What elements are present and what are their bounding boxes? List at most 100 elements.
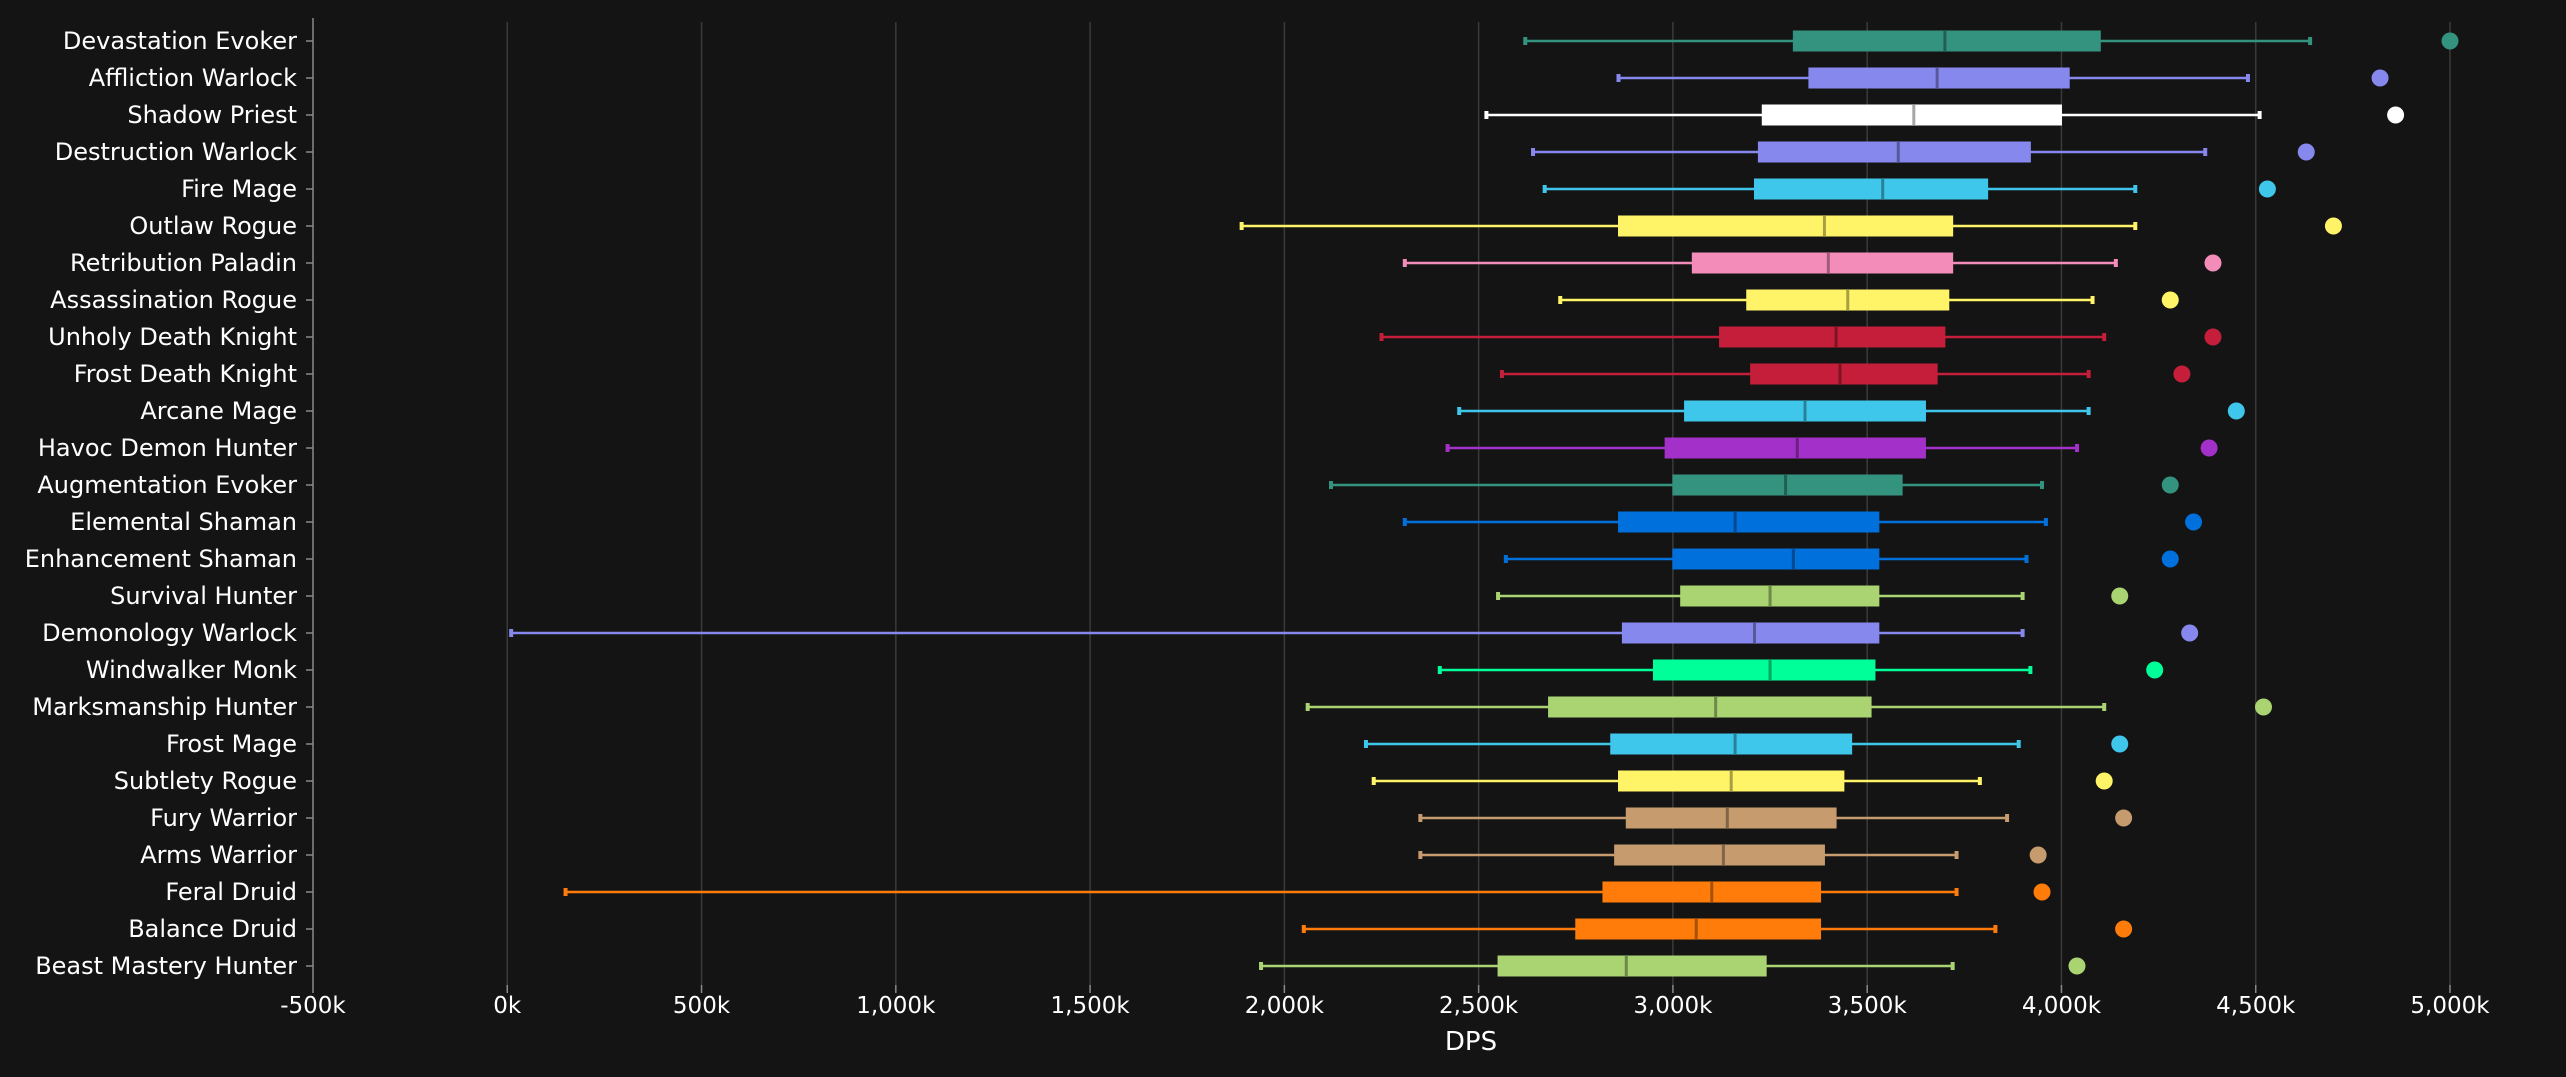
category-label: Retribution Paladin (70, 249, 297, 277)
iqr-box (1672, 548, 1880, 570)
category-label: Arms Warrior (140, 841, 297, 869)
iqr-box (1618, 770, 1845, 792)
box-row (1437, 659, 2164, 681)
axes (306, 18, 2451, 993)
iqr-box (1618, 215, 1954, 237)
outlier-point (2227, 402, 2245, 420)
category-label: Shadow Priest (127, 101, 297, 129)
outlier-point (2161, 476, 2179, 494)
outlier-point (2254, 698, 2272, 716)
category-label: Affliction Warlock (89, 64, 297, 92)
category-label: Havoc Demon Hunter (38, 434, 297, 462)
category-label: Subtlety Rogue (114, 767, 297, 795)
box-row (1523, 30, 2459, 52)
category-label: Augmentation Evoker (37, 471, 297, 499)
outlier-point (2095, 772, 2113, 790)
iqr-box (1610, 733, 1853, 755)
category-label: Demonology Warlock (42, 619, 297, 647)
category-label: Unholy Death Knight (48, 323, 297, 351)
outlier-point (2200, 439, 2218, 457)
box-row (1558, 289, 2179, 311)
outlier-point (2371, 69, 2389, 87)
iqr-box (1618, 511, 1880, 533)
outlier-point (2441, 32, 2459, 50)
category-label: Frost Mage (166, 730, 297, 758)
box-row (1496, 585, 2129, 607)
box-row (1503, 548, 2179, 570)
box-row (1301, 918, 2133, 940)
iqr-box (1757, 141, 2031, 163)
box-row (1379, 326, 2222, 348)
box-row (1418, 844, 2047, 866)
outlier-point (2068, 957, 2086, 975)
iqr-box (1652, 659, 1876, 681)
outlier-point (2181, 624, 2199, 642)
x-tick-label: 500k (673, 993, 731, 1019)
category-label: Fire Mage (181, 175, 297, 203)
box-row (1305, 696, 2272, 718)
iqr-box (1548, 696, 1872, 718)
x-axis-title: DPS (1445, 1027, 1497, 1057)
iqr-box (1684, 400, 1926, 422)
box-row (1259, 955, 2086, 977)
box-series (509, 30, 2459, 977)
outlier-point (2185, 513, 2203, 531)
box-row (563, 881, 2051, 903)
iqr-box (1614, 844, 1825, 866)
outlier-point (2297, 143, 2315, 161)
x-tick-label: 2,000k (1245, 993, 1325, 1019)
category-label: Marksmanship Hunter (32, 693, 297, 721)
iqr-box (1497, 955, 1767, 977)
iqr-box (1680, 585, 1880, 607)
box-row (1484, 104, 2405, 126)
category-label: Enhancement Shaman (25, 545, 297, 573)
box-row (1542, 178, 2276, 200)
category-label: Feral Druid (165, 878, 297, 906)
outlier-point (2111, 587, 2129, 605)
x-tick-label: 3,000k (1633, 993, 1713, 1019)
x-tick-label: 5,000k (2410, 993, 2490, 1019)
box-row (1239, 215, 2342, 237)
x-tick-label: 3,500k (1828, 993, 1908, 1019)
outlier-point (2111, 735, 2129, 753)
category-label: Outlaw Rogue (129, 212, 297, 240)
box-row (1457, 400, 2245, 422)
category-label: Elemental Shaman (70, 508, 297, 536)
box-row (1445, 437, 2218, 459)
outlier-point (2204, 254, 2222, 272)
x-tick-labels: -500k 0k 500k 1,000k 1,500k 2,000k 2,500k 3,000… (280, 993, 2490, 1019)
category-label: Devastation Evoker (63, 27, 297, 55)
outlier-point (2258, 180, 2276, 198)
category-label: Assassination Rogue (50, 286, 297, 314)
box-row (1328, 474, 2179, 496)
iqr-box (1750, 363, 1938, 385)
iqr-box (1672, 474, 1903, 496)
x-tick-label: -500k (280, 993, 346, 1019)
iqr-box (1792, 30, 2101, 52)
outlier-point (2115, 920, 2133, 938)
box-row (1418, 807, 2133, 829)
iqr-box (1625, 807, 1837, 829)
iqr-box (1575, 918, 1822, 940)
outlier-point (2033, 883, 2051, 901)
x-tick-label: 2,500k (1439, 993, 1519, 1019)
category-label: Arcane Mage (140, 397, 297, 425)
iqr-box (1808, 67, 2070, 89)
outlier-point (2324, 217, 2342, 235)
outlier-point (2161, 550, 2179, 568)
box-row (1402, 252, 2222, 274)
outlier-point (2173, 365, 2191, 383)
x-tick-label: 1,500k (1051, 993, 1131, 1019)
outlier-point (2204, 328, 2222, 346)
category-label: Frost Death Knight (74, 360, 297, 388)
iqr-box (1754, 178, 1989, 200)
outlier-point (2115, 809, 2133, 827)
category-label: Fury Warrior (150, 804, 297, 832)
box-row (1616, 67, 2389, 89)
box-row (509, 622, 2199, 644)
category-label: Destruction Warlock (55, 138, 297, 166)
outlier-point (2146, 661, 2164, 679)
outlier-point (2029, 846, 2047, 864)
